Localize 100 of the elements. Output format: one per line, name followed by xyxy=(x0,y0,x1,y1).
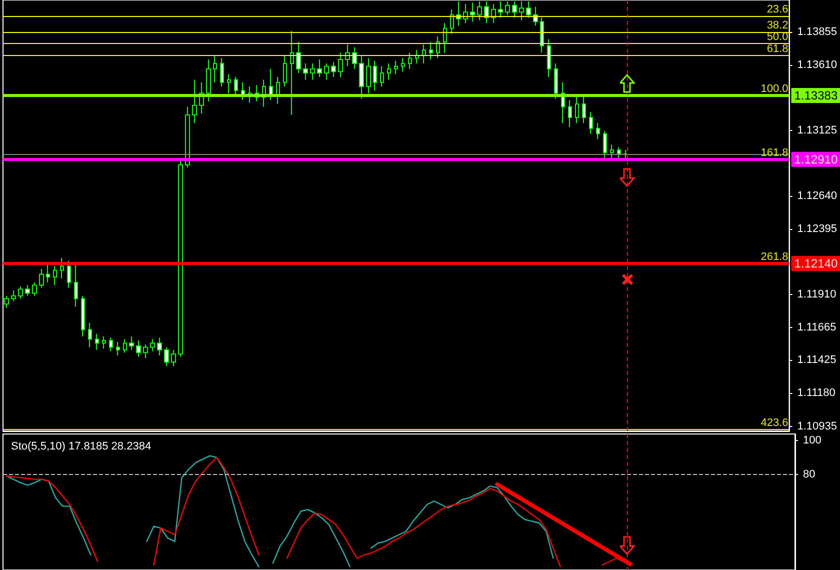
candlestick xyxy=(436,36,440,59)
candlestick xyxy=(109,337,113,352)
candlestick xyxy=(415,49,419,64)
annotation: 261.8 xyxy=(760,250,788,263)
candlestick xyxy=(317,58,322,78)
candlestick xyxy=(60,258,64,279)
candlestick xyxy=(4,295,9,309)
candlestick xyxy=(401,58,405,72)
candlestick xyxy=(345,44,350,67)
candlestick xyxy=(596,122,600,140)
candlestick xyxy=(46,264,50,283)
y-tick-label: 1.10935 xyxy=(797,420,838,432)
candlestick xyxy=(164,346,169,367)
y-tick-label: 1.13125 xyxy=(797,124,838,136)
candlestick xyxy=(554,63,558,100)
candlestick xyxy=(359,54,364,100)
candlestick xyxy=(470,2,475,22)
candlestick xyxy=(582,95,586,124)
candlestick xyxy=(575,95,579,124)
candlestick xyxy=(185,106,190,168)
candlestick xyxy=(387,63,391,80)
candlestick xyxy=(150,338,155,352)
ref-line-label: 1.12140 xyxy=(794,256,838,270)
candlestick xyxy=(25,284,30,296)
candlestick xyxy=(617,146,621,160)
candlestick xyxy=(74,264,78,308)
candlestick xyxy=(206,58,211,102)
y-tick-label: 100 xyxy=(803,434,822,447)
y-tick-label: 1.11425 xyxy=(797,354,836,366)
candlestick xyxy=(540,17,544,54)
candlestick xyxy=(276,76,280,105)
candlestick xyxy=(533,6,538,26)
text: Sto(5,5,10) 17.8185 28.2384 xyxy=(11,440,152,452)
candlestick xyxy=(102,336,106,350)
ref-line-label: 1.12910 xyxy=(794,152,838,166)
candlestick xyxy=(11,290,16,302)
candlestick xyxy=(123,338,127,354)
candlestick xyxy=(39,268,44,288)
candlestick xyxy=(157,337,162,356)
candlestick xyxy=(422,44,426,64)
ref-line-label: 1.13383 xyxy=(794,88,838,103)
candlestick xyxy=(234,76,238,96)
y-tick-label: 1.12395 xyxy=(797,223,838,236)
y-tick-label: 1.12640 xyxy=(797,190,838,202)
annotation: 50.0 xyxy=(766,31,788,44)
candlestick xyxy=(547,38,551,78)
candlestick xyxy=(331,62,336,78)
candlestick xyxy=(450,8,454,34)
annotation: 23.6 xyxy=(766,3,788,16)
candlestick xyxy=(143,344,148,359)
candlestick xyxy=(623,149,628,159)
candlestick xyxy=(213,54,217,83)
candlestick xyxy=(220,58,224,87)
y-tick-label: 80 xyxy=(803,468,816,480)
annotation: 100.0 xyxy=(760,83,788,96)
candlestick xyxy=(477,0,482,21)
candlestick xyxy=(290,30,294,116)
candlestick xyxy=(81,295,85,337)
candlestick xyxy=(324,63,329,80)
candlestick xyxy=(269,68,273,100)
y-tick-label: 1.11910 xyxy=(797,288,836,301)
candlestick xyxy=(296,41,301,74)
candlestick xyxy=(136,340,141,358)
y-tick-label: 1.11665 xyxy=(797,322,836,334)
candlestick xyxy=(310,63,315,80)
candlestick xyxy=(568,99,572,128)
candlestick xyxy=(32,282,37,296)
candlestick xyxy=(303,63,308,80)
candlestick xyxy=(18,286,23,300)
y-tick-label: 1.11180 xyxy=(797,387,836,400)
candlestick xyxy=(491,4,496,24)
candlestick xyxy=(366,58,371,94)
annotation: 423.6 xyxy=(760,417,788,430)
candlestick xyxy=(95,333,99,350)
candlestick xyxy=(88,322,92,348)
candlestick xyxy=(429,41,433,60)
candlestick xyxy=(589,112,593,134)
candlestick xyxy=(171,349,176,367)
candlestick xyxy=(53,266,57,286)
candlestick xyxy=(603,130,607,159)
candlestick xyxy=(463,4,468,24)
y-tick-label: 1.13855 xyxy=(797,26,838,38)
candlestick xyxy=(67,260,71,288)
candlestick xyxy=(443,22,447,54)
annotation: 38.2 xyxy=(766,19,788,32)
candlestick xyxy=(352,46,357,70)
candlestick xyxy=(192,79,197,124)
annotation: 61.8 xyxy=(766,43,788,56)
candlestick xyxy=(394,60,398,75)
candlestick xyxy=(283,54,287,87)
candlestick xyxy=(338,52,343,78)
candlestick xyxy=(227,74,231,94)
candlestick xyxy=(380,66,384,87)
candlestick xyxy=(116,341,120,356)
candlestick xyxy=(519,0,524,21)
candlestick xyxy=(505,0,510,16)
y-tick-label: 1.13610 xyxy=(797,58,838,71)
candlestick xyxy=(373,60,377,92)
candlestick xyxy=(408,52,412,70)
candlestick xyxy=(129,336,134,350)
